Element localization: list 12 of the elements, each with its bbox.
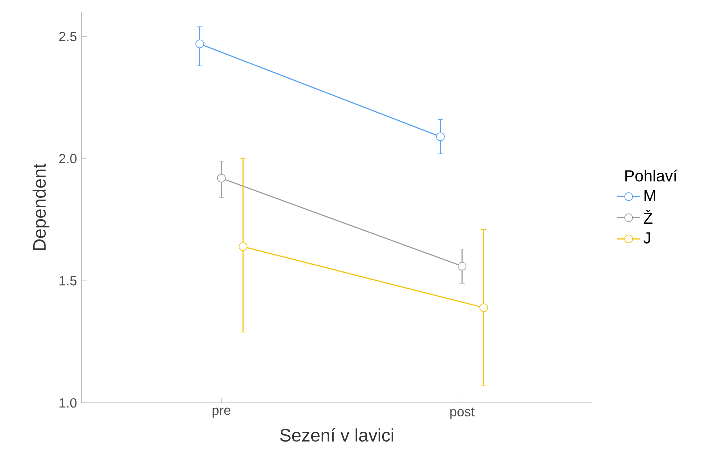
x-tick-label: pre xyxy=(212,408,231,418)
legend-label: M xyxy=(644,190,656,202)
x-axis-title: Sezení v lavici xyxy=(280,428,394,442)
y-tick-label: 1.5 xyxy=(60,276,77,286)
legend-label: J xyxy=(644,232,650,244)
y-tick-label: 2.5 xyxy=(59,32,77,42)
y-tick-label: 2.0 xyxy=(59,154,77,164)
y-tick-label: 1.0 xyxy=(60,398,77,408)
y-axis-title: Dependent xyxy=(32,164,50,250)
legend-label: Ž xyxy=(644,210,653,224)
legend-title: Pohlaví xyxy=(626,170,678,182)
x-tick-label: post xyxy=(450,408,475,420)
